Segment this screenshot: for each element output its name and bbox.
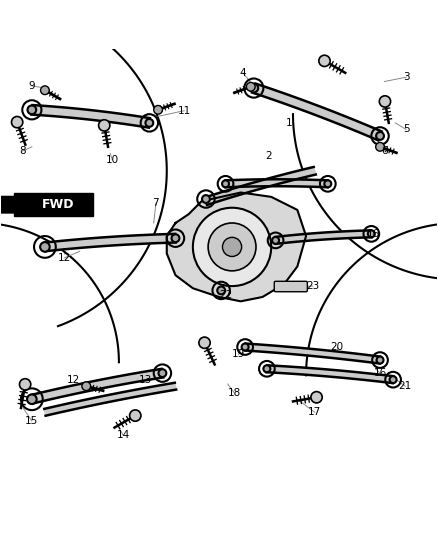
Text: 16: 16	[374, 368, 387, 378]
Circle shape	[208, 223, 256, 271]
Text: 11: 11	[177, 106, 191, 116]
Circle shape	[172, 235, 180, 242]
Circle shape	[27, 394, 37, 404]
Circle shape	[154, 106, 162, 114]
Text: 3: 3	[403, 72, 410, 82]
FancyBboxPatch shape	[274, 281, 307, 292]
Circle shape	[28, 106, 36, 114]
Text: 17: 17	[308, 407, 321, 417]
Polygon shape	[44, 383, 176, 416]
Circle shape	[379, 96, 391, 107]
Text: 7: 7	[152, 198, 159, 208]
Circle shape	[263, 365, 270, 372]
Polygon shape	[252, 84, 382, 140]
Circle shape	[376, 132, 384, 140]
Circle shape	[159, 369, 166, 377]
Circle shape	[376, 142, 385, 151]
Polygon shape	[205, 167, 316, 205]
Text: 6: 6	[381, 146, 388, 156]
Circle shape	[272, 237, 279, 244]
Text: 2: 2	[266, 150, 272, 160]
Circle shape	[222, 180, 229, 187]
Circle shape	[377, 357, 384, 364]
Text: 12: 12	[58, 253, 71, 263]
Text: 21: 21	[399, 381, 412, 391]
Polygon shape	[245, 344, 380, 364]
Polygon shape	[226, 179, 328, 187]
Circle shape	[82, 382, 91, 391]
Text: 14: 14	[117, 430, 130, 440]
Circle shape	[99, 120, 110, 131]
Circle shape	[390, 376, 396, 383]
Circle shape	[250, 84, 258, 92]
Polygon shape	[45, 234, 176, 251]
Text: 16: 16	[367, 229, 380, 239]
Circle shape	[202, 195, 210, 203]
Text: 23: 23	[306, 281, 319, 291]
Text: 15: 15	[25, 416, 39, 426]
FancyArrow shape	[0, 194, 14, 215]
Text: 8: 8	[19, 146, 25, 156]
Text: FWD: FWD	[42, 198, 74, 211]
Circle shape	[145, 119, 153, 127]
Circle shape	[319, 55, 330, 67]
Circle shape	[311, 392, 322, 403]
Text: 5: 5	[403, 124, 410, 134]
Text: 22: 22	[219, 290, 232, 300]
Polygon shape	[167, 192, 306, 301]
Circle shape	[40, 242, 49, 252]
Text: 12: 12	[67, 375, 80, 385]
Polygon shape	[31, 369, 163, 403]
Circle shape	[130, 410, 141, 421]
Text: 10: 10	[106, 155, 119, 165]
Circle shape	[324, 180, 331, 187]
Circle shape	[11, 117, 23, 128]
Circle shape	[242, 344, 249, 351]
Circle shape	[19, 379, 31, 390]
FancyBboxPatch shape	[14, 192, 93, 216]
Circle shape	[193, 208, 271, 286]
Text: 4: 4	[240, 68, 246, 78]
Polygon shape	[267, 365, 393, 383]
Text: 19: 19	[232, 350, 245, 359]
Text: 18: 18	[228, 387, 241, 398]
Circle shape	[368, 230, 375, 237]
Text: 13: 13	[138, 375, 152, 385]
Polygon shape	[32, 105, 150, 127]
Circle shape	[247, 83, 255, 91]
Text: 1: 1	[285, 118, 292, 128]
Circle shape	[223, 237, 242, 256]
Circle shape	[41, 86, 49, 94]
Text: 20: 20	[330, 342, 343, 352]
Circle shape	[199, 337, 210, 349]
Circle shape	[217, 287, 225, 294]
Text: 9: 9	[28, 81, 35, 91]
Polygon shape	[276, 230, 371, 244]
